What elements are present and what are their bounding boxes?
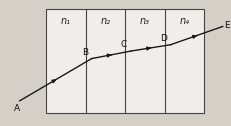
Text: C: C (120, 40, 127, 49)
Text: A: A (14, 104, 20, 113)
Text: B: B (82, 48, 88, 57)
Text: n₄: n₄ (179, 16, 189, 26)
Bar (46, 9, 203, 113)
Text: D: D (159, 34, 166, 43)
Text: n₁: n₁ (61, 16, 71, 26)
Text: n₂: n₂ (100, 16, 110, 26)
Text: E: E (223, 21, 228, 30)
Text: n₃: n₃ (139, 16, 149, 26)
